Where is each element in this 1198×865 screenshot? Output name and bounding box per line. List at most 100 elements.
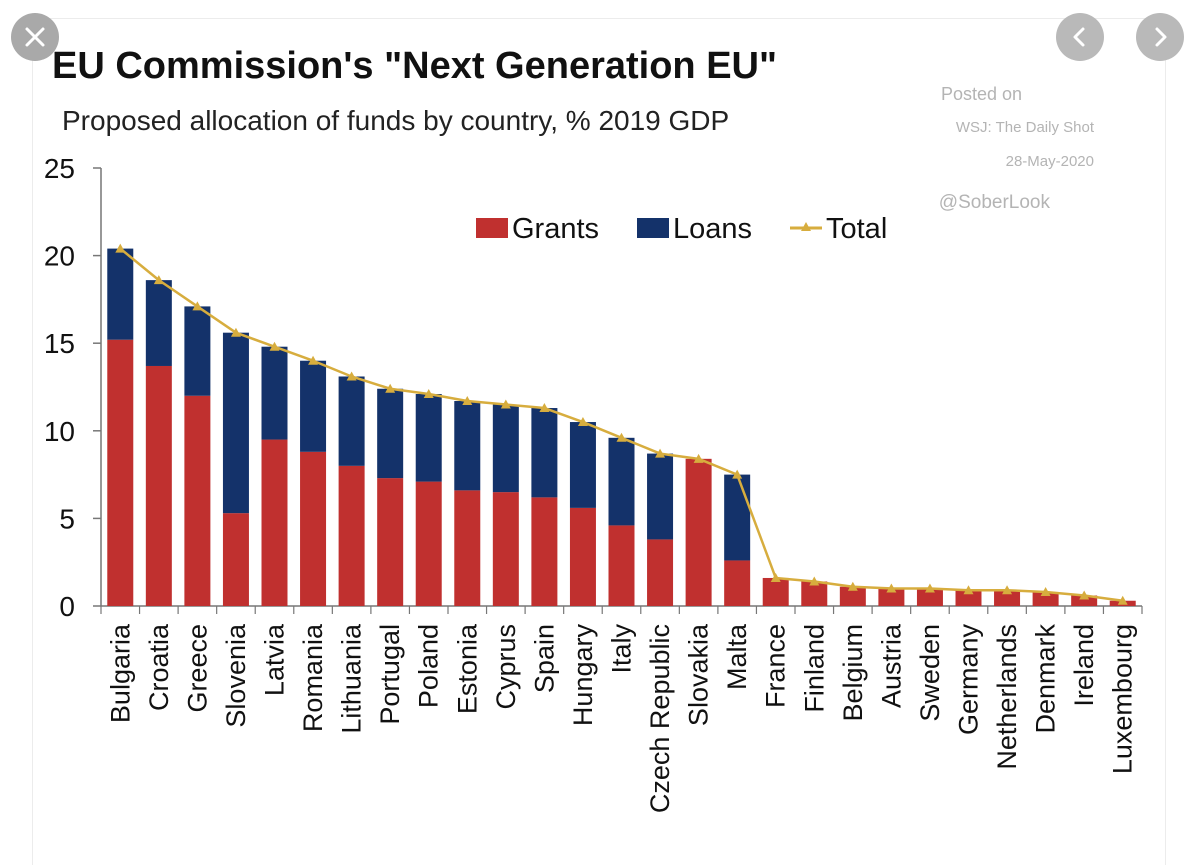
chart-axes: 0 5 10 15 20 25: [44, 153, 1143, 622]
x-tick-label: Austria: [876, 623, 906, 708]
bar-loans: [531, 408, 558, 498]
x-tick-label: Luxembourg: [1108, 624, 1138, 774]
x-tick-label: Malta: [722, 623, 752, 690]
bar-grants: [377, 478, 404, 606]
legend-swatch-grants: [476, 218, 508, 238]
bar-loans: [377, 388, 404, 479]
bar-loans: [222, 332, 249, 514]
x-tick-label: Germany: [954, 624, 984, 736]
total-marker: [115, 243, 126, 253]
total-marker: [809, 576, 820, 586]
chart-title: EU Commission's "Next Generation EU": [52, 45, 777, 87]
chart-legend: Grants Loans Total: [476, 213, 887, 245]
bar-grants: [492, 492, 519, 606]
total-marker: [269, 341, 280, 351]
source-line-handle: @SoberLook: [939, 192, 1051, 213]
bar-grants: [724, 560, 751, 606]
legend-label-loans: Loans: [673, 213, 752, 245]
bar-loans: [647, 453, 674, 540]
total-marker: [693, 453, 704, 463]
total-marker: [886, 583, 897, 593]
bar-grants: [107, 339, 134, 606]
bar-loans: [569, 422, 596, 508]
chart-bars: [107, 248, 1136, 606]
total-series: [115, 243, 1128, 605]
bar-grants: [801, 581, 828, 606]
bar-loans: [454, 401, 481, 491]
y-tick-label: 15: [44, 328, 75, 359]
total-marker: [1079, 590, 1090, 600]
total-marker: [732, 469, 743, 479]
total-marker: [616, 432, 627, 442]
total-marker: [1040, 586, 1051, 596]
legend-swatch-loans: [637, 218, 669, 238]
bar-loans: [184, 306, 211, 396]
previous-image-button[interactable]: [1056, 13, 1104, 61]
x-tick-label: Sweden: [915, 624, 945, 722]
x-tick-label: Czech Republic: [645, 624, 675, 813]
chart-card: [32, 18, 1166, 865]
total-marker: [577, 417, 588, 427]
bar-grants: [145, 365, 172, 606]
total-marker: [500, 399, 511, 409]
legend-label-grants: Grants: [512, 213, 599, 245]
total-marker: [153, 275, 164, 285]
bar-grants: [569, 507, 596, 606]
bar-loans: [608, 437, 635, 526]
x-tick-label: Lithuania: [337, 623, 367, 734]
total-marker: [770, 572, 781, 582]
x-tick-label: France: [761, 624, 791, 708]
bar-grants: [994, 590, 1021, 606]
next-image-button[interactable]: [1136, 13, 1184, 61]
total-marker: [963, 585, 974, 595]
bar-loans: [415, 394, 442, 482]
legend-label-total: Total: [826, 213, 887, 245]
x-tick-label: Cyprus: [491, 624, 521, 710]
bar-grants: [878, 588, 905, 606]
legend-marker-total: [801, 222, 811, 231]
y-tick-label: 25: [44, 153, 75, 184]
chart-subtitle: Proposed allocation of funds by country,…: [62, 105, 729, 136]
x-tick-labels: Bulgaria Croatia Greece Slovenia Latvia Roman…: [105, 623, 1137, 813]
source-line-posted: Posted on: [941, 84, 1022, 104]
bar-grants: [300, 451, 327, 606]
y-tick-label: 0: [59, 591, 75, 622]
chevron-right-icon: [1149, 26, 1171, 48]
bar-grants: [222, 513, 249, 606]
bar-loans: [724, 474, 751, 561]
bar-grants: [1032, 591, 1059, 606]
total-marker: [192, 301, 203, 311]
bar-loans: [107, 248, 134, 340]
total-marker: [1117, 595, 1128, 605]
bar-grants: [608, 525, 635, 606]
bar-grants: [184, 395, 211, 606]
bar-loans: [338, 376, 365, 466]
total-marker: [385, 383, 396, 393]
x-tick-label: Slovenia: [221, 623, 251, 728]
close-icon: [24, 26, 46, 48]
x-tick-label: Ireland: [1069, 624, 1099, 707]
x-tick-label: Slovakia: [684, 623, 714, 726]
bar-loans: [261, 346, 288, 440]
bar-grants: [454, 490, 481, 606]
bar-grants: [261, 439, 288, 606]
total-marker: [230, 327, 241, 337]
bar-grants: [647, 539, 674, 606]
x-tick-label: Estonia: [452, 623, 482, 714]
x-tick-label: Finland: [799, 624, 829, 713]
close-button[interactable]: [11, 13, 59, 61]
y-tick-label: 5: [59, 503, 75, 534]
total-marker: [1002, 585, 1013, 595]
bar-loans: [145, 280, 172, 366]
chart-titles: EU Commission's "Next Generation EU" Pro…: [52, 45, 777, 136]
total-marker: [539, 403, 550, 413]
x-tick-label: Croatia: [144, 623, 174, 711]
bar-grants: [531, 497, 558, 606]
bar-grants: [916, 588, 943, 606]
x-tick-label: Bulgaria: [105, 623, 135, 723]
total-marker: [346, 371, 357, 381]
x-tick-label: Denmark: [1031, 624, 1061, 734]
x-tick-label: Greece: [182, 624, 212, 713]
bar-grants: [762, 577, 789, 606]
